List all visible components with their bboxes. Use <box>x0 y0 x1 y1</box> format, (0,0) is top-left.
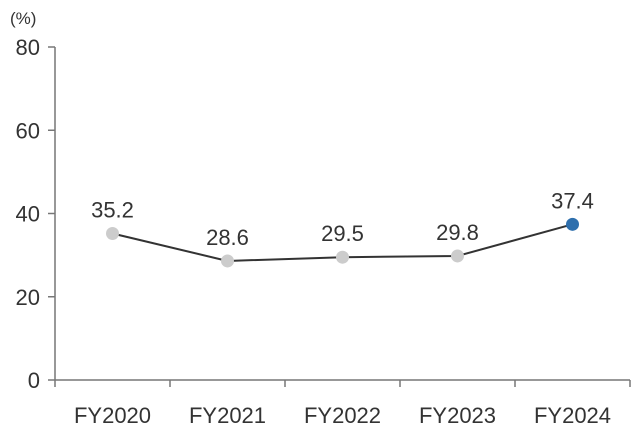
y-axis-unit-label: (%) <box>10 9 36 28</box>
data-point <box>106 226 119 240</box>
x-tick-label: FY2020 <box>74 403 151 428</box>
highlighted-data-point <box>566 217 579 231</box>
data-label: 29.5 <box>321 221 364 246</box>
x-tick-label: FY2024 <box>534 403 611 428</box>
y-tick-label: 80 <box>16 35 40 60</box>
data-labels: 35.2 28.6 29.5 29.8 37.4 <box>91 188 594 250</box>
data-label: 29.8 <box>436 220 479 245</box>
data-label: 28.6 <box>206 225 249 250</box>
y-tick-label: 20 <box>16 285 40 310</box>
data-label: 35.2 <box>91 197 134 222</box>
data-point <box>451 249 464 263</box>
x-axis: FY2020 FY2021 FY2022 FY2023 FY2024 <box>54 379 631 428</box>
data-label: 37.4 <box>551 188 594 213</box>
y-tick-label: 0 <box>28 368 40 393</box>
x-tick-label: FY2023 <box>419 403 496 428</box>
series <box>106 217 579 268</box>
data-point <box>336 250 349 264</box>
x-tick-label: FY2021 <box>189 403 266 428</box>
y-tick-label: 40 <box>16 202 40 227</box>
y-tick-label: 60 <box>16 118 40 143</box>
y-axis: 0 20 40 60 80 <box>16 35 56 393</box>
x-tick-label: FY2022 <box>304 403 381 428</box>
data-point <box>221 254 234 268</box>
